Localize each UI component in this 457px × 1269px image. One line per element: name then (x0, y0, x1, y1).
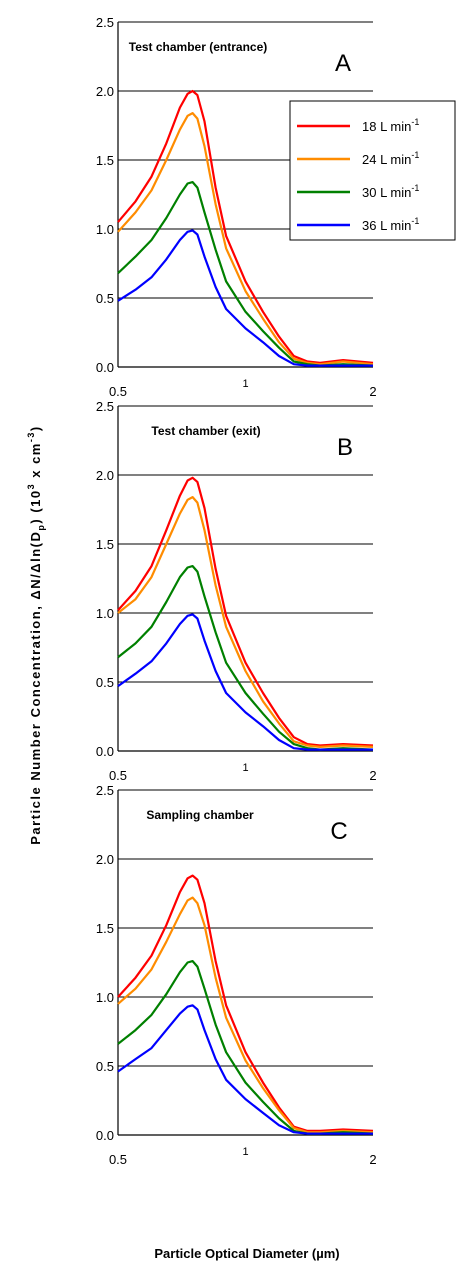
y-tick-label: 1.5 (96, 921, 114, 936)
y-axis-title-mid2: x cm (28, 442, 43, 483)
series-line-3 (117, 959, 374, 1135)
series-line-2 (117, 111, 374, 366)
y-tick-label: 1.0 (96, 606, 114, 621)
x-tick-label: 2 (369, 1152, 376, 1167)
y-tick-label: 2.5 (96, 783, 114, 798)
series-line-4 (117, 613, 373, 751)
x-tick-label: 2 (369, 384, 376, 399)
series-line-1 (117, 89, 374, 364)
panel-b: 0.0 0.5 1.0 1.5 2.0 2.5 0.5 1 2 Test chamber (exi… (96, 399, 377, 783)
x-tick-label: 2 (369, 768, 376, 783)
y-axis-title-main: Particle Number Concentration, ΔN/Δln(D (28, 531, 43, 845)
y-tick-label: 0.0 (96, 744, 114, 759)
series-line-3 (117, 181, 374, 367)
panel-letter: B (337, 434, 353, 461)
y-tick-label: 0.5 (96, 1059, 114, 1074)
y-tick-label: 2.0 (96, 84, 114, 99)
y-tick-label: 2.5 (96, 399, 114, 414)
y-tick-label: 0.0 (96, 360, 114, 375)
x-tick-label: 0.5 (109, 384, 127, 399)
x-axis-title: Particle Optical Diameter (µm) (154, 1246, 339, 1261)
series-line-1 (117, 476, 374, 747)
x-tick-label: 1 (242, 378, 248, 390)
y-tick-label: 2.0 (96, 468, 114, 483)
y-axis-title: Particle Number Concentration, ΔN/Δln(Dp… (26, 425, 46, 844)
y-tick-label: 0.5 (96, 675, 114, 690)
y-axis-title-end: ) (28, 425, 43, 431)
legend-box (289, 100, 456, 241)
y-axis-title-sup2: -3 (26, 431, 36, 442)
panel-letter: C (330, 818, 347, 845)
x-tick-label: 1 (242, 1146, 248, 1158)
y-tick-label: 0.5 (96, 291, 114, 306)
y-tick-label: 1.0 (96, 990, 114, 1005)
panel-c: 0.0 0.5 1.0 1.5 2.0 2.5 0.5 1 2 Sampling chamber C (96, 783, 377, 1167)
panel-a: 0.0 0.5 1.0 1.5 2.0 2.5 0.5 1 2 Test chamber (ent… (96, 15, 456, 399)
series-line-2 (117, 496, 374, 749)
series-line-4 (117, 1004, 373, 1135)
x-tick-label: 0.5 (109, 768, 127, 783)
series-line-2 (117, 896, 374, 1134)
y-tick-label: 1.5 (96, 537, 114, 552)
y-tick-label: 2.0 (96, 852, 114, 867)
y-axis-title-mid: ) (10 (28, 489, 43, 523)
legend-label: 18 L min-1 (362, 117, 419, 134)
legend: 18 L min-1 24 L min-1 30 L min-1 36 L min-1 (289, 100, 456, 241)
series-line-4 (117, 229, 373, 367)
panel-title: Sampling chamber (146, 808, 254, 822)
panel-title: Test chamber (entrance) (129, 40, 268, 54)
y-tick-label: 1.5 (96, 153, 114, 168)
legend-label: 30 L min-1 (362, 183, 419, 200)
x-tick-label: 1 (242, 762, 248, 774)
legend-label: 24 L min-1 (362, 150, 419, 167)
series-line-3 (117, 564, 374, 751)
y-tick-label: 2.5 (96, 15, 114, 30)
series-line-1 (117, 874, 374, 1133)
y-tick-label: 0.0 (96, 1128, 114, 1143)
y-tick-label: 1.0 (96, 222, 114, 237)
y-axis-title-sub: p (36, 524, 46, 531)
panel-letter: A (335, 50, 351, 77)
y-axis-title-sup1: 3 (26, 483, 36, 490)
legend-label: 36 L min-1 (362, 216, 419, 233)
panel-title: Test chamber (exit) (151, 424, 260, 438)
x-tick-label: 0.5 (109, 1152, 127, 1167)
